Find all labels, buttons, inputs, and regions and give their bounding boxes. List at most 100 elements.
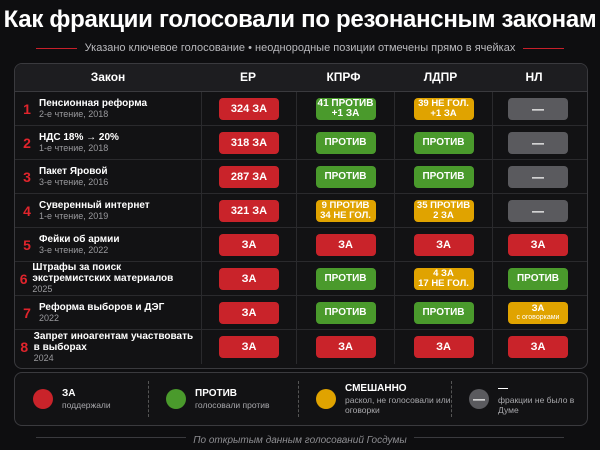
legend-title: — [498, 383, 508, 394]
vote-line-1: ПРОТИВ [324, 306, 367, 318]
law-text: Запрет иноагентам участвовать в выборах 2… [34, 331, 201, 364]
vote-cell-ldpr: ПРОТИВ [394, 126, 492, 159]
vote-line-1: 318 ЗА [230, 136, 268, 149]
law-reading: 2022 [39, 312, 60, 323]
vote-line-1: 35 ПРОТИВ [416, 199, 471, 211]
law-reading: 2-е чтение, 2018 [39, 108, 109, 119]
vote-cell-nl: — [492, 160, 583, 193]
vote-cell-ldpr: 4 ЗА 17 НЕ ГОЛ. [394, 262, 492, 295]
law-text: Штрафы за поиск экстремистских материало… [32, 262, 201, 295]
vote-line-1: ЗА [530, 341, 546, 353]
vote-cell-ldpr: ПРОТИВ [394, 160, 492, 193]
row-number: 4 [23, 202, 31, 219]
header-ldpr: ЛДПР [423, 70, 458, 84]
vote-cell-ldpr: 35 ПРОТИВ 2 ЗА [394, 194, 492, 227]
vote-cell-nl: ЗА [492, 330, 583, 364]
vote-cell-kprf: ЗА [296, 228, 394, 261]
legend-desc: голосовали против [195, 400, 270, 410]
vote-cell-nl: — [492, 194, 583, 227]
law-cell: 4 Суверенный интернет 1-е чтение, 2019 [15, 194, 201, 227]
vote-line-1: 324 ЗА [230, 102, 268, 115]
vote-line-1: ЗА [338, 238, 353, 251]
vote-cell-er: ЗА [201, 262, 296, 295]
row-number: 6 [19, 270, 28, 287]
vote-cell-ldpr: ЗА [394, 330, 492, 364]
vote-badge-protiv: ПРОТИВ [315, 165, 376, 188]
vote-badge-za: 318 ЗА [219, 131, 279, 154]
vote-badge-za: ЗА [219, 301, 279, 324]
law-reading: 3-е чтение, 2016 [39, 176, 109, 187]
row-number: 5 [23, 236, 31, 253]
vote-badge-za: ЗА [219, 336, 279, 358]
legend-item-mixed: СМЕШАННО раскол, не голосовали или оговор… [298, 373, 451, 425]
vote-badge-za: ЗА [315, 233, 376, 256]
vote-line-1: ПРОТИВ [422, 136, 465, 148]
vote-line-1: ЗА [436, 341, 451, 353]
vote-badge-protiv: ПРОТИВ [508, 267, 568, 290]
header-kprf: КПРФ [326, 70, 361, 84]
vote-badge-mixed: 35 ПРОТИВ 2 ЗА [413, 199, 474, 222]
law-cell: 5 Фейки об армии 3-е чтение, 2022 [15, 228, 201, 261]
law-cell: 6 Штрафы за поиск экстремистских материал… [15, 262, 201, 295]
vote-line-1: ПРОТИВ [422, 306, 465, 318]
law-name: Пенсионная реформа [39, 97, 148, 109]
vote-badge-mixed: 9 ПРОТИВ 34 НЕ ГОЛ. [315, 199, 376, 222]
vote-line-1: ПРОТИВ [516, 272, 560, 284]
vote-line-1: 321 ЗА [230, 204, 268, 217]
law-cell: 8 Запрет иноагентам участвовать в выборах… [15, 330, 201, 364]
legend-desc: раскол, не голосовали или оговорки [345, 395, 451, 415]
vote-badge-none: — [508, 165, 568, 188]
row-number: 7 [23, 304, 31, 321]
vote-cell-nl: ПРОТИВ [492, 262, 583, 295]
law-reading: 3-е чтение, 2022 [39, 244, 109, 255]
vote-line-1: 9 ПРОТИВ [321, 199, 370, 211]
law-text: Суверенный интернет 1-е чтение, 2019 [39, 200, 150, 222]
law-name: НДС 18% → 20% [39, 131, 119, 143]
votes-table: Закон ЕР КПРФ ЛДПР НЛ 1 Пенсионная реформ… [14, 63, 588, 369]
table-row: 3 Пакет Яровой 3-е чтение, 2016 287 ЗА ПРОТИ… [15, 160, 587, 194]
vote-cell-kprf: ЗА [296, 330, 394, 364]
legend-dot-protiv [166, 389, 186, 409]
vote-line-1: ПРОТИВ [422, 170, 465, 182]
law-reading: 1-е чтение, 2018 [39, 142, 109, 153]
vote-cell-kprf: ПРОТИВ [296, 126, 394, 159]
table-row: 7 Реформа выборов и ДЭГ 2022 ЗА ПРОТИВ ПРОТИВ… [15, 296, 587, 330]
legend-dot-mixed [316, 389, 336, 409]
legend: ЗА поддержали ПРОТИВ голосовали против СМЕША… [14, 372, 588, 426]
law-cell: 2 НДС 18% → 20% 1-е чтение, 2018 [15, 126, 201, 159]
vote-line-1: ЗА [241, 306, 257, 319]
vote-badge-za: ЗА [315, 336, 376, 358]
header-law: Закон [90, 70, 126, 84]
law-name: Запрет иноагентам участвовать в выборах [33, 330, 194, 353]
law-text: Пакет Яровой 3-е чтение, 2016 [39, 166, 108, 188]
vote-cell-er: 287 ЗА [201, 160, 296, 193]
vote-badge-za: ЗА [413, 233, 474, 256]
law-text: Пенсионная реформа 2-е чтение, 2018 [39, 98, 147, 120]
law-cell: 1 Пенсионная реформа 2-е чтение, 2018 [15, 92, 201, 125]
vote-line-1: ЗА [241, 272, 257, 285]
vote-badge-za: ЗА [219, 233, 279, 256]
vote-badge-za: ЗА [508, 336, 568, 358]
vote-cell-er: ЗА [201, 330, 296, 364]
vote-line-1: — [532, 135, 544, 150]
vote-line-1: 41 ПРОТИВ [317, 97, 374, 109]
legend-desc: фракции не было в Думе [498, 395, 575, 415]
table-body: 1 Пенсионная реформа 2-е чтение, 2018 324 З… [15, 92, 587, 364]
vote-cell-er: ЗА [201, 296, 296, 329]
vote-line-1: ПРОТИВ [324, 170, 367, 182]
vote-line-1: ПРОТИВ [324, 136, 367, 148]
legend-title: ЗА [62, 388, 76, 399]
subtitle: Указано ключевое голосование • неоднород… [76, 40, 524, 56]
vote-cell-kprf: 41 ПРОТИВ +1 ЗА [296, 92, 394, 125]
row-number: 1 [23, 100, 31, 117]
vote-badge-protiv: ПРОТИВ [413, 165, 474, 188]
vote-cell-kprf: ПРОТИВ [296, 296, 394, 329]
vote-line-1: 39 НЕ ГОЛ. [418, 97, 469, 109]
legend-dot-none: — [469, 389, 489, 409]
vote-badge-protiv: ПРОТИВ [315, 267, 376, 290]
table-row: 8 Запрет иноагентам участвовать в выборах… [15, 330, 587, 364]
vote-badge-none: — [508, 199, 568, 222]
subtitle-divider: Указано ключевое голосование • неоднород… [36, 40, 564, 56]
vote-badge-protiv: ПРОТИВ [315, 301, 376, 324]
table-row: 5 Фейки об армии 3-е чтение, 2022 ЗА ЗА ЗА ЗА [15, 228, 587, 262]
